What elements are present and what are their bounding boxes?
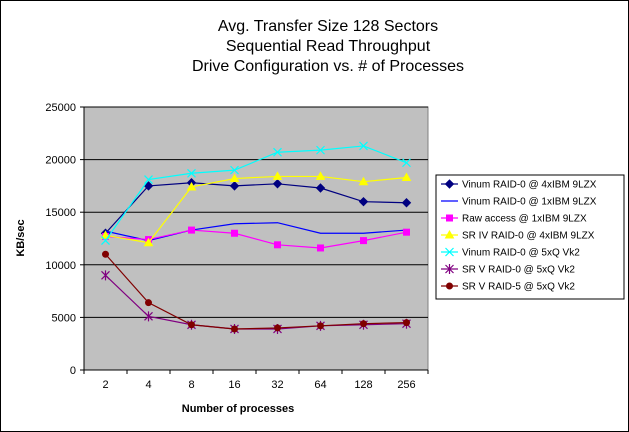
data-point	[229, 173, 240, 183]
x-tick-label: 2	[102, 379, 108, 391]
legend: Vinum RAID-0 @ 4xIBM 9LZX Vinum RAID-0 @ …	[435, 174, 625, 300]
data-point	[188, 226, 195, 234]
legend-label: Raw access @ 1xIBM 9LZX	[462, 214, 587, 225]
legend-item: SR V RAID-0 @ 5xQ Vk2	[441, 264, 575, 276]
legend-item: Raw access @ 1xIBM 9LZX	[441, 214, 587, 225]
data-point	[231, 229, 238, 237]
series-line	[105, 175, 407, 244]
chart-title-line: Avg. Transfer Size 128 Sectors	[218, 18, 438, 35]
legend-marker	[444, 229, 455, 239]
legend-label: SR IV RAID-0 @ 4xIBM 9LZX	[462, 231, 595, 242]
data-point	[315, 183, 326, 193]
data-point	[144, 175, 153, 185]
legend-marker	[445, 264, 454, 274]
data-point	[403, 228, 410, 236]
data-point	[401, 172, 412, 181]
series-0	[100, 178, 412, 238]
data-point	[315, 171, 326, 180]
series-line	[105, 145, 407, 241]
x-axis-label: Number of processes	[182, 403, 294, 415]
legend-label: Vinum RAID-0 @ 1xIBM 9LZX	[462, 197, 597, 208]
chart-title-line: Sequential Read Throughput	[226, 38, 431, 55]
data-point	[359, 141, 368, 151]
data-point	[143, 237, 154, 247]
series-4	[101, 141, 411, 246]
legend-label: SR V RAID-5 @ 5xQ Vk2	[462, 282, 575, 293]
y-tick-label: 15000	[45, 207, 76, 219]
y-tick-label: 20000	[45, 155, 76, 167]
data-point	[273, 147, 282, 157]
data-point	[358, 196, 369, 207]
x-tick-label: 8	[188, 379, 194, 391]
legend-marker	[446, 282, 453, 290]
legend-label: Vinum RAID-0 @ 5xQ Vk2	[462, 248, 580, 259]
data-point	[403, 319, 410, 327]
series-line	[105, 182, 407, 234]
y-axis-label: KB/sec	[15, 219, 27, 256]
x-tick-label: 64	[314, 379, 326, 391]
series-line	[105, 222, 407, 242]
data-point	[144, 311, 153, 322]
legend-box	[435, 174, 625, 300]
x-axis-ticks: 2 4 8 16 32 64 128 256	[83, 370, 429, 391]
series-6	[102, 250, 410, 333]
data-point	[316, 145, 325, 155]
data-point	[145, 299, 152, 307]
chart-title: Avg. Transfer Size 128 Sectors Sequential…	[192, 18, 464, 75]
data-point	[186, 181, 197, 191]
legend-item: SR V RAID-5 @ 5xQ Vk2	[441, 282, 575, 293]
legend-label: Vinum RAID-0 @ 4xIBM 9LZX	[462, 180, 597, 191]
data-point	[188, 321, 195, 329]
legend-item: Vinum RAID-0 @ 4xIBM 9LZX	[441, 179, 597, 191]
data-point	[360, 320, 367, 328]
data-point	[317, 244, 324, 252]
chart-title-line: Drive Configuration vs. # of Processes	[192, 58, 464, 75]
data-point	[102, 250, 109, 258]
data-point	[231, 325, 238, 333]
data-point	[360, 237, 367, 245]
legend-marker	[444, 179, 455, 189]
x-tick-label: 256	[397, 379, 415, 391]
y-tick-label: 0	[70, 365, 76, 377]
data-point	[229, 181, 240, 191]
data-point	[401, 198, 412, 208]
x-tick-label: 32	[271, 379, 283, 391]
data-point	[272, 171, 283, 180]
legend-item: Vinum RAID-0 @ 1xIBM 9LZX	[441, 197, 597, 208]
data-point	[101, 236, 110, 246]
data-point	[274, 241, 281, 249]
data-point	[100, 230, 111, 239]
data-point	[230, 165, 239, 175]
x-tick-label: 128	[354, 379, 372, 391]
x-tick-label: 16	[228, 379, 240, 391]
series-line	[105, 229, 407, 249]
y-tick-label: 25000	[45, 102, 76, 114]
series-1	[105, 222, 407, 242]
data-point	[358, 176, 369, 186]
series-lines	[100, 141, 412, 334]
data-point	[143, 181, 154, 191]
series-line	[105, 253, 407, 330]
data-point	[402, 158, 411, 168]
series-3	[100, 171, 412, 247]
y-tick-label: 10000	[45, 260, 76, 272]
y-tick-label: 5000	[52, 312, 76, 324]
legend-item: SR IV RAID-0 @ 4xIBM 9LZX	[441, 229, 595, 242]
data-point	[101, 270, 110, 281]
data-point	[272, 179, 283, 189]
data-point	[187, 168, 196, 178]
legend-marker	[446, 214, 453, 222]
y-axis-ticks: 0 5000 10000 15000 20000 25000	[45, 102, 84, 377]
legend-label: SR V RAID-0 @ 5xQ Vk2	[462, 265, 575, 276]
legend-item: Vinum RAID-0 @ 5xQ Vk2	[441, 248, 580, 259]
data-point	[274, 324, 281, 332]
x-tick-label: 4	[145, 379, 151, 391]
data-point	[317, 322, 324, 330]
gridlines	[84, 106, 428, 318]
legend-marker	[445, 247, 454, 257]
